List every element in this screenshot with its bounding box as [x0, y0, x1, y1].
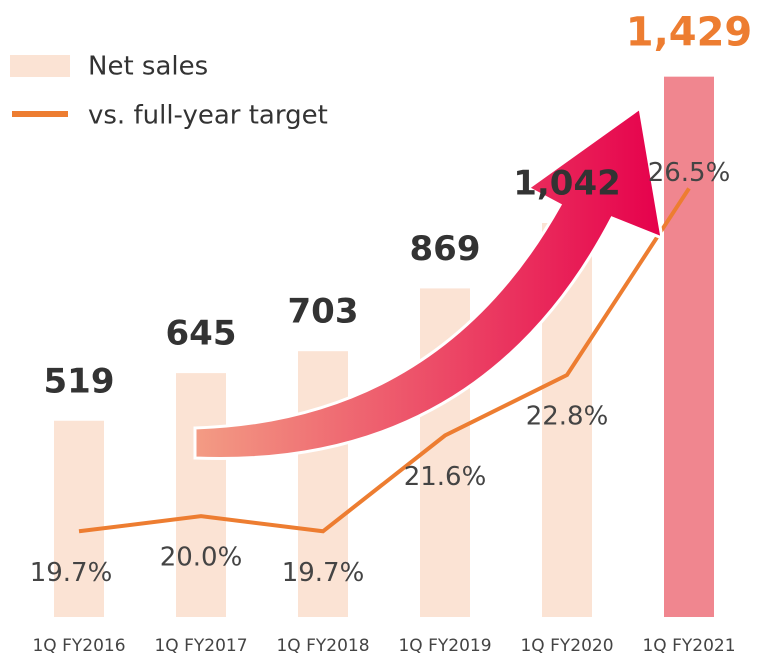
x-tick-label: 1Q FY2018: [276, 636, 369, 656]
line-value-label: 19.7%: [282, 558, 365, 588]
line: [78, 187, 691, 534]
growth-arrow: [193, 105, 664, 461]
line-value-label: 21.6%: [404, 462, 487, 492]
value-label: 1,429: [626, 10, 753, 56]
x-tick-label: 1Q FY2019: [398, 636, 491, 656]
line-layer: [78, 187, 691, 534]
x-tick-label: 1Q FY2016: [32, 636, 125, 656]
x-tick-label: 1Q FY2020: [520, 636, 613, 656]
value-label: 869: [410, 229, 481, 269]
bar: [664, 76, 714, 618]
value-label: 519: [44, 361, 115, 401]
legend-swatch: [10, 55, 70, 77]
bar: [176, 373, 226, 617]
line-value-label: 20.0%: [160, 543, 243, 573]
value-label: 645: [166, 314, 237, 354]
value-label: 703: [288, 292, 359, 332]
bar: [298, 351, 348, 617]
bar: [54, 420, 104, 617]
x-tick-label: 1Q FY2017: [154, 636, 247, 656]
x-tick-label: 1Q FY2021: [642, 636, 735, 656]
legend-label: vs. full-year target: [88, 101, 328, 131]
labels: 519 645 703 869 1,042 1,429 1Q FY2016 1Q FY2017…: [30, 10, 753, 656]
line-value-label: 26.5%: [648, 158, 731, 188]
value-label: 1,042: [513, 163, 621, 203]
line-value-label: 22.8%: [526, 402, 609, 432]
line-value-label: 19.7%: [30, 558, 113, 588]
legend-label: Net sales: [88, 52, 208, 82]
